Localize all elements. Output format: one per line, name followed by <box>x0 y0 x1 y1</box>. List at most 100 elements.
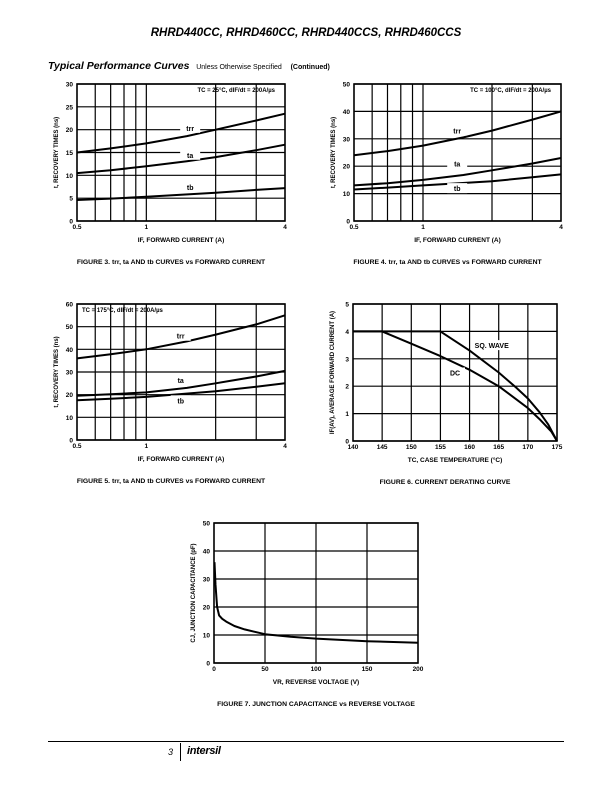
document-header: RHRD440CC, RHRD460CC, RHRD440CCS, RHRD46… <box>150 27 462 39</box>
x-axis-title: TC, CASE TEMPERATURE (°C) <box>408 456 503 464</box>
series-line-dc <box>353 330 558 442</box>
y-tick-label: 1 <box>345 411 349 418</box>
series-label-background <box>481 340 502 351</box>
series-label: ta <box>454 161 460 168</box>
y-tick-label: 20 <box>66 127 74 134</box>
plot-frame <box>76 303 286 441</box>
y-tick-label: 50 <box>343 82 351 89</box>
x-tick-label: 165 <box>493 444 504 451</box>
page-number: 3 <box>168 747 174 757</box>
test-condition-label: TC = 100°C, dIF/dt = 200A/µs <box>470 88 552 94</box>
series-label-background <box>447 158 468 169</box>
y-tick-label: 50 <box>66 324 74 331</box>
x-tick-label: 150 <box>362 666 373 673</box>
figure-caption: FIGURE 5. trr, ta AND tb CURVES vs FORWA… <box>77 478 266 485</box>
series-line-ta <box>353 157 562 187</box>
x-tick-label: 0.5 <box>349 224 358 231</box>
series-line-cj <box>213 562 419 644</box>
y-tick-label: 10 <box>66 173 74 180</box>
series-label: tb <box>177 398 184 405</box>
series-line-trr <box>353 110 562 157</box>
series-label-background <box>170 374 191 385</box>
plot-frame <box>213 522 419 664</box>
series-label-background <box>180 122 201 133</box>
y-tick-label: 20 <box>203 605 211 612</box>
x-tick-label: 170 <box>522 444 533 451</box>
y-tick-label: 30 <box>66 370 74 377</box>
x-tick-label: 1 <box>145 443 149 450</box>
chart-figure-7: 0 10 20 30 40 50 0 50 100 150 200 VR, REVERSE VOLTA… <box>191 521 424 709</box>
figure-caption: FIGURE 7. JUNCTION CAPACITANCE vs REVERS… <box>217 701 415 708</box>
series-label: tb <box>454 186 461 193</box>
section-title: Typical Performance Curves <box>48 60 190 72</box>
series-label-background <box>447 183 468 194</box>
x-axis-title: IF, FORWARD CURRENT (A) <box>138 456 225 463</box>
figure-caption: FIGURE 6. CURRENT DERATING CURVE <box>380 479 511 486</box>
section-continued: (Continued) <box>290 64 330 71</box>
series-line-trr <box>76 314 286 360</box>
series-label: trr <box>453 129 461 136</box>
y-tick-label: 0 <box>69 438 73 445</box>
y-tick-label: 0 <box>345 439 349 446</box>
y-tick-label: 10 <box>203 633 211 640</box>
series-label: trr <box>186 126 194 133</box>
x-tick-label: 200 <box>413 666 424 673</box>
intersil-logo: intersil <box>187 745 221 757</box>
series-label-background <box>180 149 201 160</box>
series-label-background <box>180 182 201 193</box>
y-tick-label: 5 <box>345 302 349 309</box>
y-axis-title: t, RECOVERY TIMES (ns) <box>331 117 337 188</box>
y-tick-label: 10 <box>343 191 351 198</box>
x-tick-label: 100 <box>311 666 322 673</box>
x-tick-label: 150 <box>406 444 417 451</box>
y-tick-label: 20 <box>66 392 74 399</box>
y-tick-label: 50 <box>203 521 211 528</box>
x-tick-label: 0.5 <box>72 443 81 450</box>
plot-frame <box>353 83 562 222</box>
y-tick-label: 30 <box>343 136 351 143</box>
test-condition-label: TC = 25°C, dIF/dt = 200A/µs <box>197 88 275 94</box>
y-tick-label: 15 <box>66 150 74 157</box>
x-tick-label: 1 <box>421 224 425 231</box>
section-heading: Typical Performance Curves Unless Otherw… <box>48 60 330 72</box>
x-tick-label: 0 <box>212 666 216 673</box>
series-line-trr <box>76 112 286 154</box>
series-label: trr <box>177 334 185 341</box>
chart-figure-4: 0 10 20 30 40 50 0.5 1 4 IF, FORWARD CURRENT (A) t… <box>331 82 563 267</box>
y-tick-label: 2 <box>345 384 349 391</box>
series-label-background <box>445 367 465 378</box>
y-axis-title: t, RECOVERY TIMES (ns) <box>54 117 60 188</box>
series-label: SQ. WAVE <box>475 343 509 350</box>
plot-frame <box>352 303 558 442</box>
y-axis-title: IF(AV), AVERAGE FORWARD CURRENT (A) <box>330 311 336 434</box>
series-label: tb <box>187 185 194 192</box>
y-tick-label: 40 <box>343 109 351 116</box>
test-condition-label: TC = 175°C, dIF/dt = 200A/µs <box>82 308 164 314</box>
series-label: ta <box>178 378 184 385</box>
series-label: ta <box>187 153 193 160</box>
y-tick-label: 10 <box>66 415 74 422</box>
x-tick-label: 1 <box>145 224 149 231</box>
x-tick-label: 50 <box>261 666 269 673</box>
series-line-ta <box>76 143 286 175</box>
y-tick-label: 0 <box>346 219 350 226</box>
series-line-tb <box>76 382 286 402</box>
y-tick-label: 40 <box>203 549 211 556</box>
y-tick-label: 40 <box>66 347 74 354</box>
x-tick-label: 4 <box>559 224 563 231</box>
y-axis-title: t, RECOVERY TIMES (ns) <box>54 336 60 407</box>
y-tick-label: 5 <box>69 196 73 203</box>
series-line-sq-wave <box>353 330 558 442</box>
series-label-background <box>170 395 191 406</box>
series-label: DC <box>450 371 460 378</box>
x-axis-title: VR, REVERSE VOLTAGE (V) <box>273 679 359 686</box>
series-label-background <box>170 330 191 341</box>
x-tick-label: 4 <box>283 443 287 450</box>
x-tick-label: 145 <box>377 444 388 451</box>
x-tick-label: 140 <box>348 444 359 451</box>
y-tick-label: 25 <box>66 104 74 111</box>
series-label-background <box>447 125 468 136</box>
figure-caption: FIGURE 3. trr, ta AND tb CURVES vs FORWA… <box>77 259 266 266</box>
x-tick-label: 175 <box>552 444 563 451</box>
